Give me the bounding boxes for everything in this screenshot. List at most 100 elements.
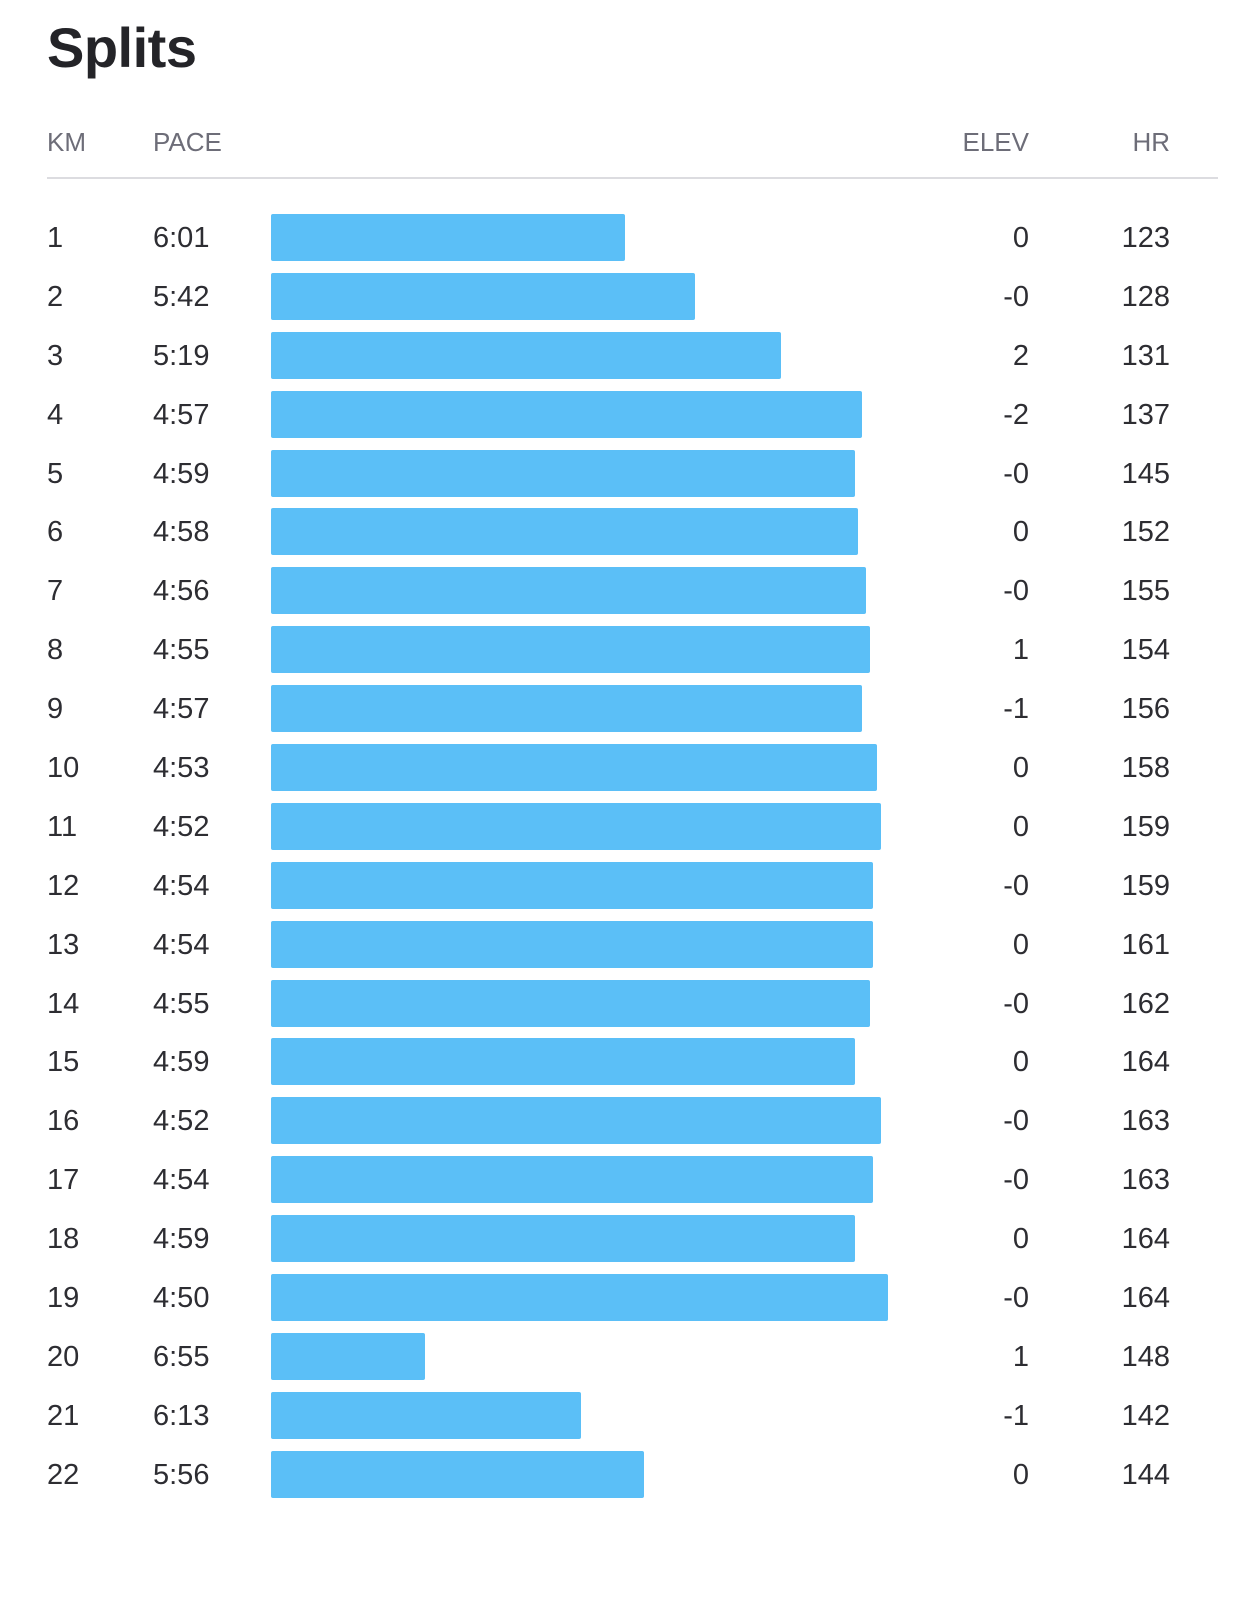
split-row: 4 4:57 -2 137	[0, 386, 1242, 445]
split-row: 14 4:55 -0 162	[0, 975, 1242, 1034]
split-hr: 152	[1121, 516, 1170, 549]
split-row: 7 4:56 -0 155	[0, 562, 1242, 621]
split-row: 13 4:54 0 161	[0, 916, 1242, 975]
pace-bar	[271, 861, 874, 909]
split-km: 5	[47, 457, 64, 490]
split-km: 20	[47, 1340, 80, 1373]
pace-bar	[271, 449, 855, 497]
split-elev: -0	[1003, 1282, 1029, 1315]
split-pace: 4:55	[153, 987, 210, 1020]
pace-bar	[271, 1274, 888, 1322]
split-pace: 4:59	[153, 457, 210, 490]
split-row: 1 6:01 0 123	[0, 209, 1242, 268]
split-pace: 5:56	[153, 1458, 210, 1491]
split-hr: 154	[1121, 634, 1170, 667]
pace-bar	[271, 685, 863, 733]
pace-bar	[271, 390, 863, 438]
split-pace: 4:50	[153, 1282, 210, 1315]
split-km: 10	[47, 752, 80, 785]
split-pace: 4:53	[153, 752, 210, 785]
split-hr: 142	[1121, 1399, 1170, 1432]
split-pace: 4:58	[153, 516, 210, 549]
split-pace: 4:54	[153, 869, 210, 902]
split-elev: -1	[1003, 693, 1029, 726]
split-pace: 4:56	[153, 575, 210, 608]
pace-bar	[271, 508, 859, 556]
split-km: 4	[47, 398, 64, 431]
split-row: 6 4:58 0 152	[0, 503, 1242, 562]
split-elev: 0	[1012, 928, 1029, 961]
split-elev: 1	[1012, 1340, 1029, 1373]
split-hr: 148	[1121, 1340, 1170, 1373]
split-row: 11 4:52 0 159	[0, 798, 1242, 857]
split-row: 5 4:59 -0 145	[0, 445, 1242, 504]
split-hr: 137	[1121, 398, 1170, 431]
split-row: 16 4:52 -0 163	[0, 1092, 1242, 1151]
split-elev: -0	[1003, 575, 1029, 608]
pace-bar	[271, 1156, 874, 1204]
split-km: 16	[47, 1105, 80, 1138]
split-pace: 4:54	[153, 928, 210, 961]
split-km: 11	[47, 810, 78, 843]
split-row: 2 5:42 -0 128	[0, 268, 1242, 327]
split-pace: 4:52	[153, 1105, 210, 1138]
page-title: Splits	[47, 16, 197, 79]
pace-bar	[271, 920, 874, 968]
pace-bar	[271, 1097, 881, 1145]
split-pace: 4:57	[153, 693, 210, 726]
split-hr: 144	[1121, 1458, 1170, 1491]
pace-bar	[271, 1215, 855, 1263]
split-row: 21 6:13 -1 142	[0, 1387, 1242, 1446]
split-hr: 164	[1121, 1223, 1170, 1256]
split-elev: -0	[1003, 1164, 1029, 1197]
split-elev: 0	[1012, 222, 1029, 254]
split-row: 22 5:56 0 144	[0, 1446, 1242, 1505]
split-row: 20 6:55 1 148	[0, 1328, 1242, 1387]
split-km: 1	[47, 222, 64, 254]
split-pace: 6:13	[153, 1399, 210, 1432]
split-hr: 123	[1121, 222, 1170, 254]
split-row: 17 4:54 -0 163	[0, 1151, 1242, 1210]
split-elev: -2	[1003, 398, 1029, 431]
column-header-pace: PACE	[153, 127, 222, 157]
split-hr: 128	[1121, 280, 1170, 313]
header-divider	[47, 177, 1218, 179]
split-row: 15 4:59 0 164	[0, 1033, 1242, 1092]
pace-bar	[271, 272, 696, 320]
split-km: 19	[47, 1282, 80, 1315]
column-header-elev: ELEV	[962, 127, 1030, 157]
split-hr: 159	[1121, 869, 1170, 902]
split-pace: 5:42	[153, 280, 210, 313]
pace-bar	[271, 626, 870, 674]
split-km: 6	[47, 516, 64, 549]
split-km: 14	[47, 987, 80, 1020]
pace-bar	[271, 1038, 855, 1086]
split-pace: 4:59	[153, 1046, 210, 1079]
split-hr: 131	[1121, 339, 1170, 372]
split-pace: 6:55	[153, 1340, 210, 1373]
split-km: 18	[47, 1223, 80, 1256]
split-km: 2	[47, 280, 64, 313]
pace-bar	[271, 744, 877, 792]
split-elev: 2	[1012, 339, 1029, 372]
split-pace: 6:01	[153, 222, 210, 254]
split-elev: -0	[1003, 869, 1029, 902]
split-elev: -0	[1003, 280, 1029, 313]
pace-bar	[271, 214, 625, 261]
split-row: 9 4:57 -1 156	[0, 680, 1242, 739]
split-pace: 4:57	[153, 398, 210, 431]
split-row: 18 4:59 0 164	[0, 1210, 1242, 1269]
split-hr: 162	[1121, 987, 1170, 1020]
split-hr: 158	[1121, 752, 1170, 785]
split-pace: 4:59	[153, 1223, 210, 1256]
split-km: 8	[47, 634, 64, 667]
split-km: 21	[47, 1399, 80, 1432]
column-header-hr: HR	[1132, 127, 1170, 157]
pace-bar	[271, 1332, 425, 1380]
split-row: 3 5:19 2 131	[0, 327, 1242, 386]
split-km: 13	[47, 928, 80, 961]
split-hr: 164	[1121, 1046, 1170, 1079]
pace-bar	[271, 567, 866, 615]
split-elev: -0	[1003, 1105, 1029, 1138]
pace-bar	[271, 979, 870, 1027]
